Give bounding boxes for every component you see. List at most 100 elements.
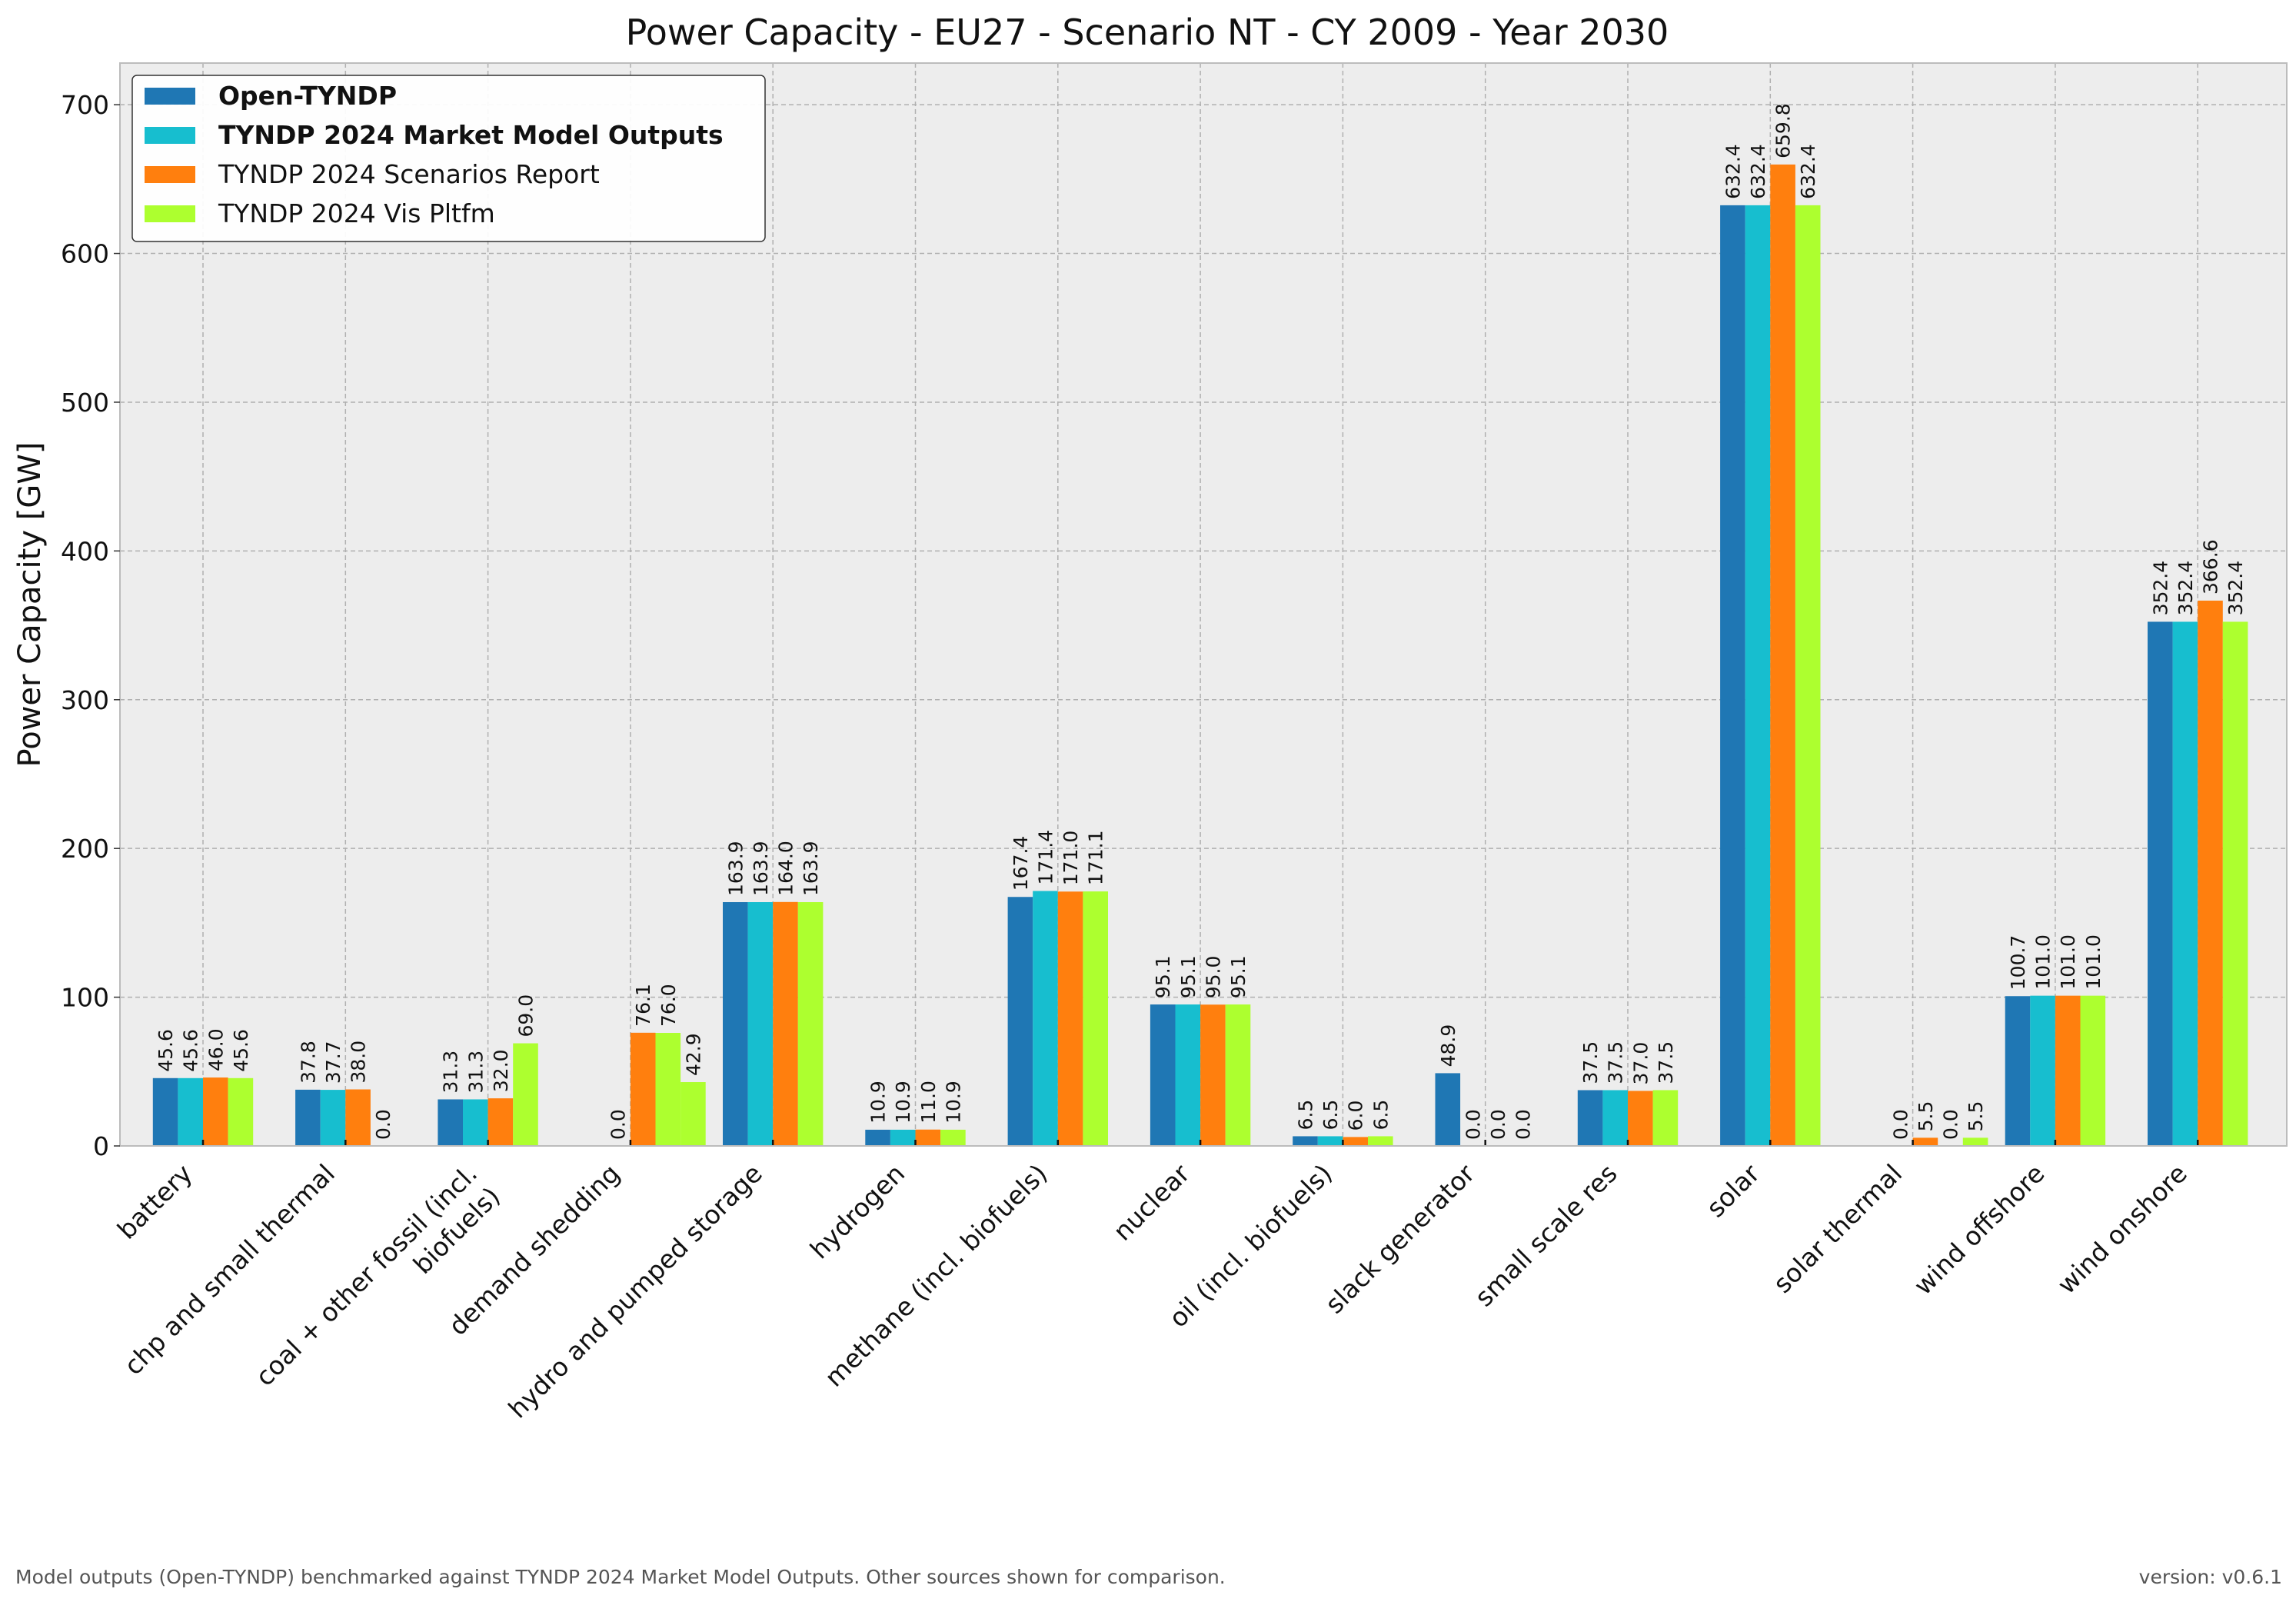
x-tick-label: small scale res <box>1469 1158 1622 1312</box>
bar <box>2055 995 2081 1146</box>
bar-value-label: 0.0 <box>1487 1109 1509 1140</box>
legend-label: TYNDP 2024 Market Model Outputs <box>218 120 724 150</box>
bar <box>2030 995 2055 1146</box>
bar-value-label: 46.0 <box>205 1028 227 1071</box>
bar <box>513 1043 538 1146</box>
bar-value-label: 632.4 <box>1797 144 1819 199</box>
x-tick-label: wind offshore <box>1908 1158 2050 1301</box>
x-tick-label-line: solar thermal <box>1767 1158 1908 1299</box>
bar-value-label: 171.0 <box>1060 831 1082 886</box>
bar <box>940 1129 966 1146</box>
bar-value-label: 352.4 <box>2149 561 2171 616</box>
x-tick-label-line: wind offshore <box>1908 1158 2050 1301</box>
plot-area <box>120 63 2287 1146</box>
bar-value-label: 163.9 <box>800 841 822 896</box>
x-tick-label-line: nuclear <box>1107 1158 1196 1247</box>
bar-value-label: 100.7 <box>2007 935 2029 991</box>
x-tick-label: solar <box>1701 1158 1766 1224</box>
bar <box>1912 1137 1938 1146</box>
bar <box>1652 1090 1679 1146</box>
x-tick-label: hydro and pumped storage <box>502 1158 767 1424</box>
bar <box>152 1077 178 1146</box>
bar-value-label: 45.6 <box>230 1029 252 1072</box>
bar-value-label: 5.5 <box>1915 1101 1937 1132</box>
bar-value-label: 10.9 <box>892 1081 914 1124</box>
bar <box>915 1129 941 1146</box>
bar-value-label: 163.9 <box>750 841 772 896</box>
bar-value-label: 95.1 <box>1177 955 1200 998</box>
bar-value-label: 6.0 <box>1345 1101 1367 1131</box>
x-tick-label-line: battery <box>111 1158 198 1245</box>
y-tick-label: 0 <box>93 1131 109 1161</box>
legend-swatch <box>145 127 195 144</box>
bar <box>655 1033 681 1146</box>
bar-value-label: 10.9 <box>867 1081 890 1124</box>
bar <box>1007 897 1033 1146</box>
footer-note: Model outputs (Open-TYNDP) benchmarked a… <box>15 1566 1226 1588</box>
bar-value-label: 37.8 <box>297 1041 319 1084</box>
legend-label: Open-TYNDP <box>218 81 397 111</box>
bar <box>1962 1137 1988 1146</box>
bar <box>2198 600 2223 1146</box>
bar-value-label: 45.6 <box>180 1029 202 1072</box>
bar <box>228 1077 254 1146</box>
bar-value-label: 45.6 <box>155 1029 177 1072</box>
legend-swatch <box>145 205 195 222</box>
bar-value-label: 37.0 <box>1629 1042 1652 1085</box>
bar <box>320 1090 346 1146</box>
bar <box>890 1129 916 1146</box>
bar <box>487 1098 514 1146</box>
bar-value-label: 6.5 <box>1319 1100 1342 1131</box>
bar-value-label: 632.4 <box>1722 144 1744 199</box>
bar-value-label: 171.4 <box>1035 830 1057 885</box>
bar <box>865 1129 890 1146</box>
bar-value-label: 5.5 <box>1965 1101 1987 1132</box>
x-tick-label-line: small scale res <box>1469 1158 1622 1312</box>
y-tick-label: 600 <box>61 239 109 269</box>
bar-value-label: 37.5 <box>1605 1041 1627 1084</box>
bar-value-label: 95.1 <box>1227 955 1249 998</box>
bar-value-label: 0.0 <box>1462 1109 1484 1140</box>
bar <box>203 1077 228 1146</box>
x-tick-label: solar thermal <box>1767 1158 1908 1299</box>
bar <box>1150 1004 1176 1146</box>
bar <box>463 1099 488 1146</box>
bar <box>2005 996 2031 1146</box>
bar <box>1343 1137 1368 1146</box>
bar-value-label: 42.9 <box>682 1033 704 1076</box>
x-tick-label-line: hydrogen <box>804 1158 910 1264</box>
x-tick-label: battery <box>111 1158 198 1245</box>
y-axis: 0 100 200 300 400 500 600 700 <box>61 90 120 1161</box>
bar-value-label: 0.0 <box>607 1109 630 1140</box>
bar-value-label: 164.0 <box>775 841 797 896</box>
bar-value-label: 167.4 <box>1010 836 1032 891</box>
chart-title: Power Capacity - EU27 - Scenario NT - CY… <box>626 12 1669 53</box>
bar <box>1770 164 1795 1146</box>
bar-value-label: 37.7 <box>322 1041 344 1084</box>
legend-label: TYNDP 2024 Vis Pltfm <box>218 198 495 228</box>
bar <box>773 901 798 1146</box>
bar-value-label: 163.9 <box>724 841 747 896</box>
x-tick-label-line: wind onshore <box>2051 1158 2193 1300</box>
bar-value-label: 101.0 <box>2082 934 2105 990</box>
bar <box>747 902 774 1146</box>
bar-value-label: 352.4 <box>2224 561 2247 616</box>
legend-label: TYNDP 2024 Scenarios Report <box>218 159 600 189</box>
bar-value-label: 366.6 <box>2200 539 2222 595</box>
bar <box>1602 1090 1628 1146</box>
y-tick-label: 200 <box>61 834 109 864</box>
bar-value-label: 6.5 <box>1369 1100 1392 1131</box>
bar <box>1175 1004 1201 1146</box>
bar <box>1293 1136 1318 1146</box>
bar <box>1225 1004 1251 1146</box>
bar <box>295 1089 321 1146</box>
bar-value-label: 10.9 <box>942 1081 964 1124</box>
plot-frame <box>119 62 2288 1147</box>
bar <box>1033 891 1058 1146</box>
bar-value-label: 632.4 <box>1747 144 1769 199</box>
legend-box <box>131 75 766 242</box>
bar <box>797 902 824 1146</box>
y-tick-label: 700 <box>61 90 109 120</box>
bar-value-label: 38.0 <box>348 1041 370 1084</box>
